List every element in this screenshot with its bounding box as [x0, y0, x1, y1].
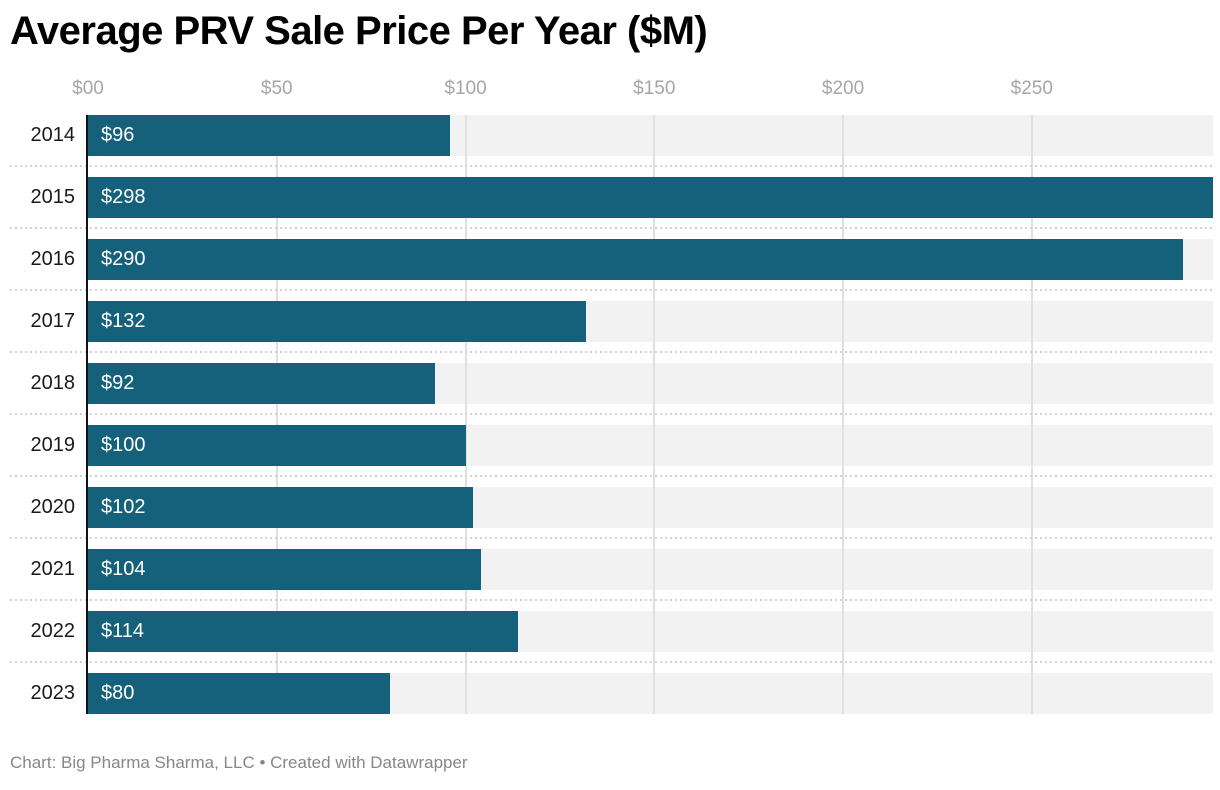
year-label: 2014	[30, 124, 76, 146]
value-label: $80	[101, 682, 135, 704]
chart-row: 2015 $298	[10, 177, 1213, 229]
bar-track: $80	[88, 673, 1213, 714]
chart-row: 2014 $96	[10, 115, 1213, 167]
x-tick-label: $150	[633, 78, 676, 99]
chart-title: Average PRV Sale Price Per Year ($M)	[10, 9, 708, 53]
x-tick-label: $200	[821, 78, 865, 99]
year-label: 2018	[30, 372, 76, 394]
bar-2019: $100	[88, 425, 466, 466]
chart-row: 2018 $92	[10, 363, 1213, 415]
plot-rows: 2014 $96 2015 $298 2016 $290 2017 $132 2018 $92 20…	[10, 115, 1213, 714]
bar-track: $104	[88, 549, 1213, 590]
bar-2020: $102	[88, 487, 474, 528]
year-label: 2022	[30, 620, 76, 642]
bar-track: $114	[88, 611, 1213, 652]
bar-track: $298	[88, 177, 1213, 218]
bar-2017: $132	[88, 301, 587, 342]
x-tick-label: $00	[72, 78, 104, 99]
bar-track: $96	[88, 115, 1213, 156]
value-label: $96	[101, 124, 135, 146]
bar-2015: $298	[88, 177, 1213, 218]
value-label: $114	[101, 620, 145, 642]
value-label: $132	[101, 310, 146, 332]
x-axis: $00 $50 $100 $150 $200 $250	[10, 78, 1213, 104]
chart-row: 2017 $132	[10, 301, 1213, 353]
bar-track: $102	[88, 487, 1213, 528]
value-label: $102	[101, 496, 146, 518]
x-tick-label: $50	[260, 78, 293, 99]
year-label: 2019	[30, 434, 76, 456]
value-label: $100	[101, 434, 146, 456]
year-label: 2020	[30, 496, 76, 518]
value-label: $104	[101, 558, 146, 580]
chart-row: 2020 $102	[10, 487, 1213, 539]
bar-2022: $114	[88, 611, 519, 652]
chart-row: 2023 $80	[10, 673, 1213, 714]
bar-2018: $92	[88, 363, 436, 404]
year-label: 2017	[30, 310, 76, 332]
plot-area: 2014 $96 2015 $298 2016 $290 2017 $132 2018 $92 20…	[10, 115, 1213, 714]
x-tick-label: $250	[1010, 78, 1053, 99]
bar-track: $290	[88, 239, 1213, 280]
y-axis-line	[86, 115, 88, 714]
year-label: 2015	[30, 186, 76, 208]
x-tick-label: $100	[444, 78, 487, 99]
year-label: 2016	[30, 248, 76, 270]
bar-track: $100	[88, 425, 1213, 466]
bar-2023: $80	[88, 673, 391, 714]
chart-row: 2016 $290	[10, 239, 1213, 291]
bar-track: $132	[88, 301, 1213, 342]
chart-footer: Chart: Big Pharma Sharma, LLC • Created …	[10, 753, 468, 772]
bar-track: $92	[88, 363, 1213, 404]
chart-row: 2022 $114	[10, 611, 1213, 663]
bar-2016: $290	[88, 239, 1183, 280]
chart-row: 2019 $100	[10, 425, 1213, 477]
value-label: $298	[101, 186, 146, 208]
bar-2021: $104	[88, 549, 481, 590]
chart-row: 2021 $104	[10, 549, 1213, 601]
year-label: 2023	[30, 682, 76, 704]
bar-2014: $96	[88, 115, 451, 156]
value-label: $92	[101, 372, 135, 394]
year-label: 2021	[30, 558, 76, 580]
value-label: $290	[101, 248, 146, 270]
